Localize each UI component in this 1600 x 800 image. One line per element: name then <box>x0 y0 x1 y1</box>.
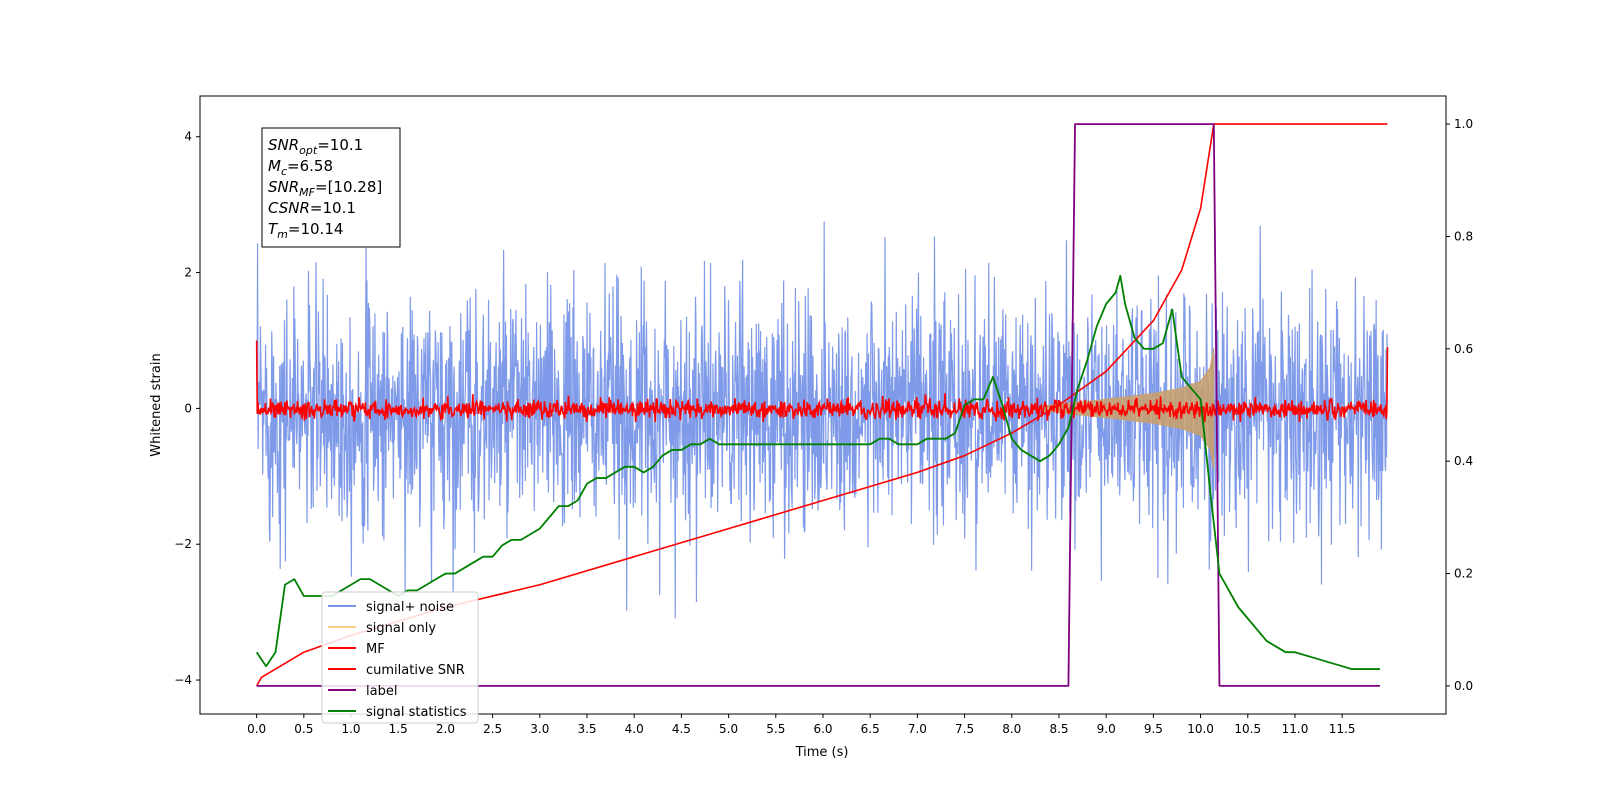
annotation-box: SNRopt=10.1Mc=6.58SNRMF=[10.28]CSNR=10.1… <box>261 127 401 248</box>
x-tick-label: 4.0 <box>625 722 644 736</box>
x-tick-label: 2.0 <box>436 722 455 736</box>
y-left-tick-label: 2 <box>184 266 192 280</box>
x-tick-label: 8.5 <box>1049 722 1068 736</box>
annotation-frame <box>261 127 401 248</box>
annotation-line: Mc=6.58 <box>268 157 333 178</box>
annotation-line: CSNR=10.1 <box>268 199 356 217</box>
x-tick-label: 0.0 <box>247 722 266 736</box>
y-left-tick-label: −2 <box>174 537 192 551</box>
x-tick-label: 10.0 <box>1187 722 1214 736</box>
x-tick-label: 6.5 <box>861 722 880 736</box>
x-tick-label: 1.0 <box>341 722 360 736</box>
legend: signal+ noise signal only MF cumilative SNR… <box>321 591 479 724</box>
x-tick-label: 10.5 <box>1234 722 1261 736</box>
y-right-tick-label: 0.0 <box>1454 679 1473 693</box>
x-tick-label: 7.5 <box>955 722 974 736</box>
y-right-tick-label: 1.0 <box>1454 117 1473 131</box>
series-label-line <box>256 123 1380 687</box>
legend-label: signal statistics <box>366 705 467 720</box>
legend-label: MF <box>366 642 385 657</box>
y-left-tick-label: 4 <box>184 130 192 144</box>
y-left-tick-label: 0 <box>184 401 192 415</box>
x-tick-label: 7.0 <box>908 722 927 736</box>
x-tick-label: 9.0 <box>1097 722 1116 736</box>
x-tick-label: 0.5 <box>294 722 313 736</box>
x-tick-label: 5.5 <box>766 722 785 736</box>
y-right-tick-label: 0.6 <box>1454 342 1473 356</box>
x-tick-label: 9.5 <box>1144 722 1163 736</box>
series-signal-statistics-line <box>255 274 1380 670</box>
x-tick-label: 11.5 <box>1329 722 1356 736</box>
y-left-tick-label: −4 <box>174 673 192 687</box>
legend-frame <box>321 591 479 724</box>
legend-label: signal+ noise <box>366 600 454 615</box>
legend-label: signal only <box>366 621 436 636</box>
y-axis-label: Whitened strain <box>149 353 164 456</box>
x-tick-label: 3.5 <box>577 722 596 736</box>
annotation-line: SNRopt=10.1 <box>268 136 363 157</box>
x-tick-label: 11.0 <box>1282 722 1309 736</box>
y-axis-right-ticks: 0.0 0.2 0.4 0.6 0.8 1.0 <box>1446 117 1473 693</box>
x-tick-label: 5.0 <box>719 722 738 736</box>
legend-label: label <box>366 684 397 699</box>
legend-label: cumilative SNR <box>366 663 465 678</box>
y-right-tick-label: 0.8 <box>1454 229 1473 243</box>
x-tick-label: 3.0 <box>530 722 549 736</box>
y-right-tick-label: 0.4 <box>1454 454 1473 468</box>
series-signal-only-envelope <box>1039 347 1215 470</box>
series-mf-line <box>255 340 1389 423</box>
x-tick-label: 2.5 <box>483 722 502 736</box>
annotation-line: SNRMF=[10.28] <box>268 178 382 199</box>
annotation-line: Tm=10.14 <box>268 220 343 241</box>
y-right-tick-label: 0.2 <box>1454 567 1473 581</box>
x-axis-ticks: 0.0 0.5 1.0 1.5 2.0 2.5 3.0 3.5 4.0 4.5 5.0 5.5 6.0 6… <box>247 714 1356 736</box>
y-axis-left-ticks: −4 −2 0 2 4 <box>174 130 200 687</box>
x-tick-label: 4.5 <box>672 722 691 736</box>
x-tick-label: 6.0 <box>813 722 832 736</box>
x-axis-label: Time (s) <box>795 745 849 760</box>
x-tick-label: 1.5 <box>389 722 408 736</box>
x-tick-label: 8.0 <box>1002 722 1021 736</box>
